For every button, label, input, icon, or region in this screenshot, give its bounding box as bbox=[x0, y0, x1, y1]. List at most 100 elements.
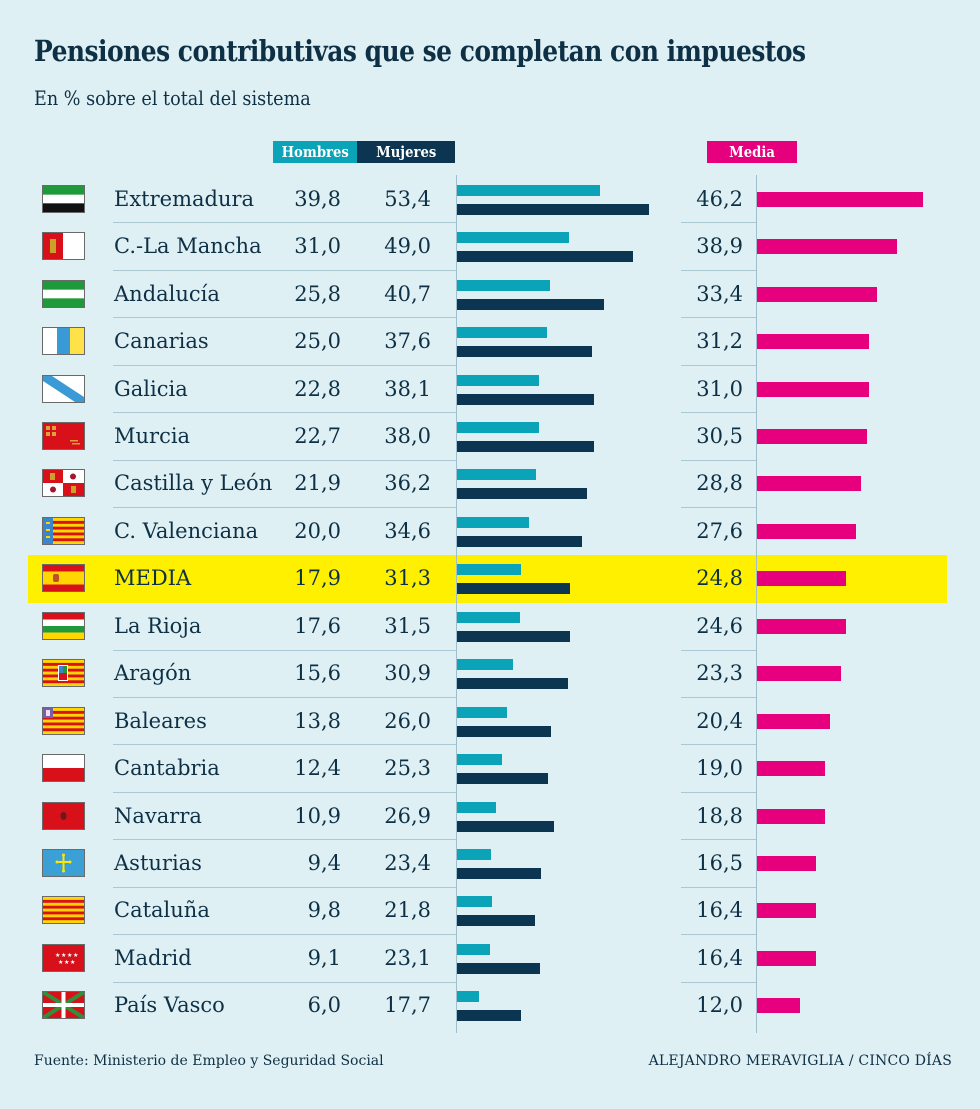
credit-note: ALEJANDRO MERAVIGLIA / CINCO DÍAS bbox=[648, 1053, 952, 1069]
hombres-value: 13,8 bbox=[294, 708, 341, 733]
mujeres-value: 31,5 bbox=[384, 613, 431, 638]
region-label: La Rioja bbox=[114, 613, 202, 638]
media-value: 23,3 bbox=[696, 661, 743, 686]
media-value: 28,8 bbox=[696, 471, 743, 496]
media-value: 46,2 bbox=[696, 186, 743, 211]
media-bar bbox=[757, 666, 841, 682]
hombres-value: 21,9 bbox=[294, 471, 341, 496]
mujeres-bar bbox=[457, 440, 594, 452]
pais-vasco-flag-icon bbox=[42, 991, 85, 1020]
media-value: 16,5 bbox=[696, 851, 743, 876]
mujeres-value: 31,3 bbox=[384, 566, 431, 591]
media-bar bbox=[757, 334, 870, 350]
row-divider bbox=[113, 364, 456, 366]
media-value: 20,4 bbox=[696, 708, 743, 733]
mujeres-bar bbox=[457, 488, 588, 500]
region-label: Asturias bbox=[114, 851, 202, 876]
row-divider bbox=[681, 744, 756, 746]
hombres-value: 9,4 bbox=[307, 851, 341, 876]
row-divider bbox=[681, 269, 756, 271]
svg-text:★: ★ bbox=[61, 952, 66, 959]
mujeres-value: 23,4 bbox=[384, 851, 431, 876]
hombres-value: 6,0 bbox=[307, 993, 341, 1018]
row-divider bbox=[681, 459, 756, 461]
galicia-flag-icon bbox=[42, 374, 85, 403]
media-bar bbox=[757, 998, 801, 1014]
mujeres-bar bbox=[457, 962, 541, 974]
castilla-y-leon-flag-icon bbox=[42, 469, 85, 498]
media-value: 27,6 bbox=[696, 518, 743, 543]
asturias-flag-icon bbox=[42, 849, 85, 878]
la-rioja-flag-icon bbox=[42, 611, 85, 640]
valencia-flag-icon bbox=[42, 516, 85, 545]
mujeres-value: 25,3 bbox=[384, 756, 431, 781]
canarias-flag-icon bbox=[42, 327, 85, 356]
row-divider bbox=[113, 696, 456, 698]
media-bar bbox=[757, 903, 817, 919]
hombres-bar bbox=[457, 421, 539, 433]
legend-media-label: Media bbox=[729, 143, 775, 161]
row-divider bbox=[681, 222, 756, 224]
media-value: 24,8 bbox=[696, 566, 743, 591]
hombres-bar bbox=[457, 469, 536, 481]
mujeres-bar bbox=[457, 678, 569, 690]
row-divider bbox=[681, 317, 756, 319]
media-value: 16,4 bbox=[696, 898, 743, 923]
region-label: País Vasco bbox=[114, 993, 225, 1018]
bars-axis-left bbox=[456, 175, 457, 1034]
legend-mujeres: Mujeres bbox=[357, 141, 455, 163]
hombres-value: 39,8 bbox=[294, 186, 341, 211]
baleares-flag-icon bbox=[42, 706, 85, 735]
hombres-bar bbox=[457, 659, 514, 671]
region-label: Cataluña bbox=[114, 898, 210, 923]
media-bar bbox=[757, 856, 817, 872]
media-bar bbox=[757, 523, 857, 539]
svg-text:★: ★ bbox=[58, 959, 63, 966]
media-bar bbox=[757, 286, 878, 302]
hombres-bar bbox=[457, 232, 569, 244]
hombres-bar bbox=[457, 943, 490, 955]
row-divider bbox=[681, 934, 756, 936]
region-label: Madrid bbox=[114, 945, 192, 970]
mujeres-bar bbox=[457, 535, 582, 547]
mujeres-value: 34,6 bbox=[384, 518, 431, 543]
media-bar bbox=[757, 808, 825, 824]
media-value: 38,9 bbox=[696, 234, 743, 259]
mujeres-bar bbox=[457, 868, 542, 880]
hombres-bar bbox=[457, 374, 540, 386]
aragon-flag-icon bbox=[42, 659, 85, 688]
chart-title: Pensiones contributivas que se completan… bbox=[34, 34, 806, 68]
hombres-value: 25,0 bbox=[294, 329, 341, 354]
row-divider bbox=[681, 886, 756, 888]
hombres-bar bbox=[457, 611, 521, 623]
mujeres-value: 38,1 bbox=[384, 376, 431, 401]
mujeres-bar bbox=[457, 298, 604, 310]
spain-flag-icon bbox=[42, 564, 85, 593]
source-note: Fuente: Ministerio de Empleo y Seguridad… bbox=[34, 1053, 384, 1069]
row-divider bbox=[681, 791, 756, 793]
media-value: 16,4 bbox=[696, 945, 743, 970]
mujeres-value: 40,7 bbox=[384, 281, 431, 306]
region-label: Murcia bbox=[114, 423, 191, 448]
media-value: 30,5 bbox=[696, 423, 743, 448]
chart-subtitle: En % sobre el total del sistema bbox=[34, 86, 311, 110]
hombres-bar bbox=[457, 896, 493, 908]
hombres-value: 9,1 bbox=[307, 945, 341, 970]
hombres-bar bbox=[457, 754, 502, 766]
hombres-value: 12,4 bbox=[294, 756, 341, 781]
region-label: Baleares bbox=[114, 708, 207, 733]
mujeres-bar bbox=[457, 203, 650, 215]
legend-hombres-label: Hombres bbox=[281, 143, 349, 161]
region-label: Aragón bbox=[114, 661, 192, 686]
mujeres-bar bbox=[457, 583, 570, 595]
row-divider bbox=[113, 317, 456, 319]
svg-text:★: ★ bbox=[55, 952, 60, 959]
navarra-flag-icon bbox=[42, 801, 85, 830]
madrid-flag-icon: ★ ★ ★ ★ ★ ★ ★ bbox=[42, 943, 85, 972]
row-divider bbox=[681, 839, 756, 841]
region-label: C.-La Mancha bbox=[114, 234, 262, 259]
hombres-bar bbox=[457, 849, 491, 861]
row-divider bbox=[113, 412, 456, 414]
mujeres-bar bbox=[457, 725, 551, 737]
region-label: Galicia bbox=[114, 376, 188, 401]
